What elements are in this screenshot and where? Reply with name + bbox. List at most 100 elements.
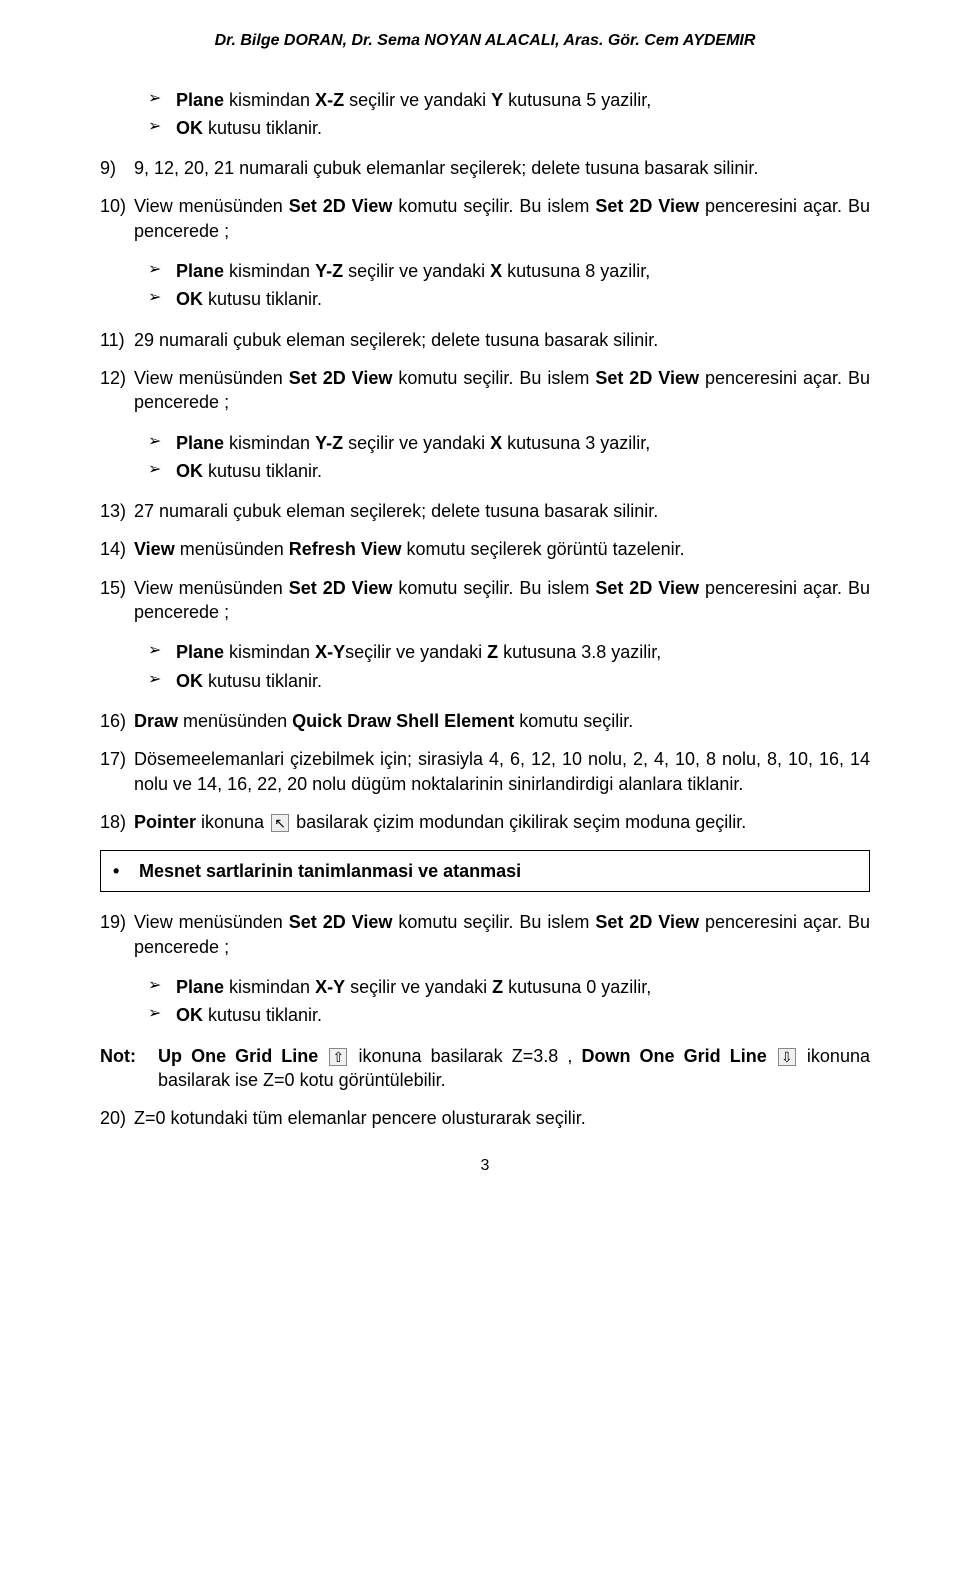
arrow-icon: ➢: [148, 88, 176, 112]
t: ikonuna basilarak Z=3.8 ,: [349, 1046, 581, 1066]
step-body: View menüsünden Set 2D View komutu seçil…: [134, 194, 870, 243]
bullet-item: ➢ Plane kismindan X-Y seçilir ve yandaki…: [148, 973, 870, 1001]
t: komutu seçilerek görüntü tazelenir.: [402, 539, 685, 559]
bullet-item: ➢ Plane kismindan X-Z seçilir ve yandaki…: [148, 86, 870, 114]
arrow-icon: ➢: [148, 669, 176, 693]
bullet-text: OK kutusu tiklanir.: [176, 287, 322, 311]
t: Set 2D View: [595, 912, 699, 932]
t: Quick Draw Shell Element: [292, 711, 514, 731]
note-body: Up One Grid Line ⇧ ikonuna basilarak Z=3…: [158, 1044, 870, 1093]
bullet-item: ➢ Plane kismindan X-Yseçilir ve yandaki …: [148, 638, 870, 666]
step-body: Döseme​elemanlari çizebilmek için; siras…: [134, 747, 870, 796]
bullet-group-4: ➢ Plane kismindan X-Yseçilir ve yandaki …: [148, 638, 870, 695]
arrow-icon: ➢: [148, 431, 176, 455]
step-number: 18): [100, 810, 134, 834]
step-number: 11): [100, 328, 134, 352]
bullet-item: ➢ OK kutusu tiklanir.: [148, 1001, 870, 1029]
t: View menüsünden: [134, 196, 289, 216]
t: menüsünden: [175, 539, 289, 559]
step-11: 11) 29 numarali çubuk eleman seçilerek; …: [100, 328, 870, 352]
arrow-icon: ➢: [148, 116, 176, 140]
t: Set 2D View: [595, 196, 699, 216]
t: Set 2D View: [289, 368, 393, 388]
bullet-text: Plane kismindan X-Z seçilir ve yandaki Y…: [176, 88, 651, 112]
bullet-text: Plane kismindan Y-Z seçilir ve yandaki X…: [176, 259, 650, 283]
page-number: 3: [100, 1155, 870, 1177]
arrow-icon: ➢: [148, 975, 176, 999]
bullet-text: OK kutusu tiklanir.: [176, 669, 322, 693]
bullet-text: OK kutusu tiklanir.: [176, 116, 322, 140]
step-number: 13): [100, 499, 134, 523]
section-box: •Mesnet sartlarinin tanimlanmasi ve atan…: [100, 850, 870, 892]
arrow-icon: ➢: [148, 287, 176, 311]
step-number: 20): [100, 1106, 134, 1130]
bullet-dot-icon: •: [113, 859, 139, 883]
step-body: View menüsünden Set 2D View komutu seçil…: [134, 576, 870, 625]
t: komutu seçilir. Bu islem: [392, 578, 595, 598]
arrow-icon: ➢: [148, 640, 176, 664]
step-number: 15): [100, 576, 134, 625]
step-body: 27 numarali çubuk eleman seçilerek; dele…: [134, 499, 870, 523]
step-20: 20) Z=0 kotundaki tüm elemanlar pencere …: [100, 1106, 870, 1130]
t: Pointer: [134, 812, 196, 832]
t: komutu seçilir. Bu islem: [392, 368, 595, 388]
step-body: 29 numarali çubuk eleman seçilerek; dele…: [134, 328, 870, 352]
step-18: 18) Pointer ikonuna ↖ basilarak çizim mo…: [100, 810, 870, 834]
t: Up One Grid Line: [158, 1046, 318, 1066]
t: komutu seçilir. Bu islem: [392, 196, 595, 216]
page-header: Dr. Bilge DORAN, Dr. Sema NOYAN ALACALI,…: [100, 30, 870, 52]
bullet-group-1: ➢ Plane kismindan X-Z seçilir ve yandaki…: [148, 86, 870, 143]
step-body: Pointer ikonuna ↖ basilarak çizim modund…: [134, 810, 870, 834]
bullet-item: ➢ OK kutusu tiklanir.: [148, 285, 870, 313]
bullet-item: ➢ OK kutusu tiklanir.: [148, 667, 870, 695]
bullet-item: ➢ Plane kismindan Y-Z seçilir ve yandaki…: [148, 429, 870, 457]
step-number: 14): [100, 537, 134, 561]
bullet-item: ➢ Plane kismindan Y-Z seçilir ve yandaki…: [148, 257, 870, 285]
step-number: 16): [100, 709, 134, 733]
arrow-icon: ➢: [148, 1003, 176, 1027]
t: Draw: [134, 711, 178, 731]
t: Set 2D View: [595, 578, 699, 598]
step-body: View menüsünden Set 2D View komutu seçil…: [134, 366, 870, 415]
pointer-icon: ↖: [271, 814, 289, 832]
bullet-item: ➢ OK kutusu tiklanir.: [148, 457, 870, 485]
t: komutu seçilir.: [514, 711, 633, 731]
bullet-group-5: ➢ Plane kismindan X-Y seçilir ve yandaki…: [148, 973, 870, 1030]
bullet-text: Plane kismindan X-Yseçilir ve yandaki Z …: [176, 640, 661, 664]
step-13: 13) 27 numarali çubuk eleman seçilerek; …: [100, 499, 870, 523]
step-number: 10): [100, 194, 134, 243]
step-body: 9, 12, 20, 21 numarali çubuk elemanlar s…: [134, 156, 870, 180]
t: ikonuna: [196, 812, 269, 832]
t: View menüsünden: [134, 368, 289, 388]
step-9: 9) 9, 12, 20, 21 numarali çubuk elemanla…: [100, 156, 870, 180]
arrow-icon: ➢: [148, 259, 176, 283]
step-body: View menüsünden Refresh View komutu seçi…: [134, 537, 870, 561]
t: Set 2D View: [595, 368, 699, 388]
t: View: [134, 539, 175, 559]
step-15: 15) View menüsünden Set 2D View komutu s…: [100, 576, 870, 625]
step-number: 17): [100, 747, 134, 796]
bullet-text: OK kutusu tiklanir.: [176, 1003, 322, 1027]
step-body: Draw menüsünden Quick Draw Shell Element…: [134, 709, 870, 733]
t: Refresh View: [289, 539, 402, 559]
t: Down One Grid Line: [581, 1046, 766, 1066]
bullet-group-3: ➢ Plane kismindan Y-Z seçilir ve yandaki…: [148, 429, 870, 486]
t: Set 2D View: [289, 912, 393, 932]
note-block: Not: Up One Grid Line ⇧ ikonuna basilara…: [100, 1044, 870, 1093]
t: View menüsünden: [134, 912, 289, 932]
step-number: 19): [100, 910, 134, 959]
t: menüsünden: [178, 711, 292, 731]
step-14: 14) View menüsünden Refresh View komutu …: [100, 537, 870, 561]
step-body: View menüsünden Set 2D View komutu seçil…: [134, 910, 870, 959]
step-19: 19) View menüsünden Set 2D View komutu s…: [100, 910, 870, 959]
step-10: 10) View menüsünden Set 2D View komutu s…: [100, 194, 870, 243]
t: View menüsünden: [134, 578, 289, 598]
bullet-group-2: ➢ Plane kismindan Y-Z seçilir ve yandaki…: [148, 257, 870, 314]
t: Set 2D View: [289, 196, 393, 216]
section-title: Mesnet sartlarinin tanimlanmasi ve atanm…: [139, 861, 521, 881]
t: komutu seçilir. Bu islem: [392, 912, 595, 932]
step-16: 16) Draw menüsünden Quick Draw Shell Ele…: [100, 709, 870, 733]
bullet-text: OK kutusu tiklanir.: [176, 459, 322, 483]
step-number: 12): [100, 366, 134, 415]
step-body: Z=0 kotundaki tüm elemanlar pencere olus…: [134, 1106, 870, 1130]
